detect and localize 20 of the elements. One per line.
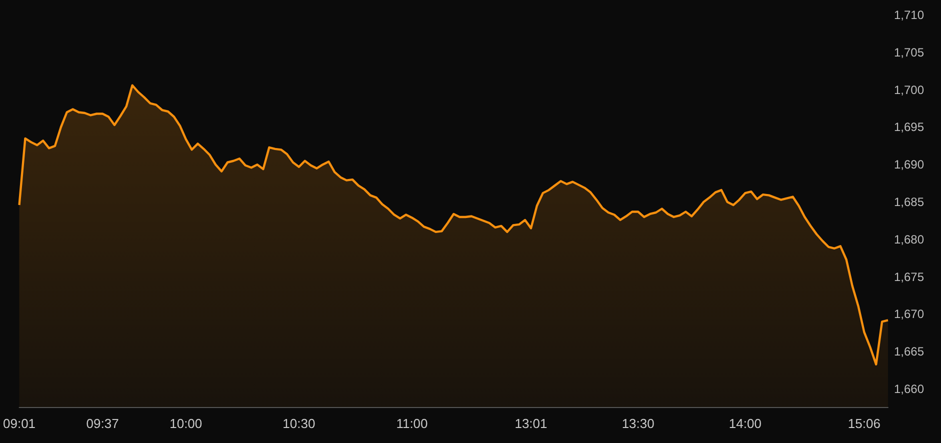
y-tick-label: 1,670: [894, 307, 924, 322]
y-tick-label: 1,690: [894, 158, 924, 172]
y-tick-label: 1,660: [894, 382, 924, 396]
x-tick-label: 11:00: [396, 416, 428, 431]
x-tick-label: 10:30: [282, 416, 316, 431]
y-tick-label: 1,675: [894, 270, 924, 284]
x-tick-label: 09:01: [2, 416, 36, 431]
y-tick-label: 1,710: [894, 8, 924, 22]
y-tick-label: 1,705: [894, 45, 924, 60]
x-tick-label: 15:06: [848, 416, 880, 431]
y-tick-label: 1,695: [894, 120, 924, 134]
x-tick-label: 14:00: [728, 416, 762, 431]
x-tick-label: 10:00: [170, 416, 202, 431]
y-tick-label: 1,700: [894, 82, 924, 97]
y-tick-label: 1,665: [894, 344, 924, 359]
y-tick-label: 1,685: [894, 195, 924, 210]
x-tick-label: 13:30: [622, 416, 654, 431]
y-tick-label: 1,680: [894, 232, 924, 246]
x-tick-label: 09:37: [86, 416, 119, 431]
x-tick-label: 13:01: [514, 416, 548, 431]
